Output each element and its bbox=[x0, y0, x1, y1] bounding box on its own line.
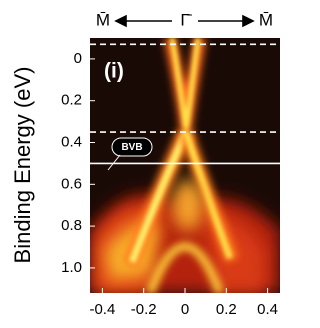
y-tick-label: 0.4 bbox=[61, 133, 82, 150]
y-tick-label: 0 bbox=[74, 50, 82, 67]
y-tick-label: 0.2 bbox=[61, 92, 82, 109]
x-tick-label: 0.2 bbox=[216, 301, 237, 318]
y-tick-label: 1.0 bbox=[61, 259, 82, 276]
x-tick-label: -0.4 bbox=[89, 301, 115, 318]
x-tick-label: -0.2 bbox=[131, 301, 157, 318]
x-tick-label: 0.4 bbox=[257, 301, 278, 318]
y-axis-label: Binding Energy (eV) bbox=[10, 67, 35, 264]
top-label: M̄ bbox=[96, 10, 110, 29]
chart: BVB (i) Binding Energy (eV) M̄ Γ̄ M̄ 0 0.… bbox=[0, 0, 280, 323]
panel-label: (i) bbox=[104, 60, 124, 83]
top-label: Γ̄ bbox=[180, 10, 192, 29]
y-tick-label: 0.8 bbox=[61, 217, 82, 234]
y-tick-label: 0.6 bbox=[61, 175, 82, 192]
top-label: M̄ bbox=[259, 10, 273, 29]
annotation: BVB bbox=[121, 142, 142, 153]
x-tick-label: 0 bbox=[181, 301, 189, 318]
